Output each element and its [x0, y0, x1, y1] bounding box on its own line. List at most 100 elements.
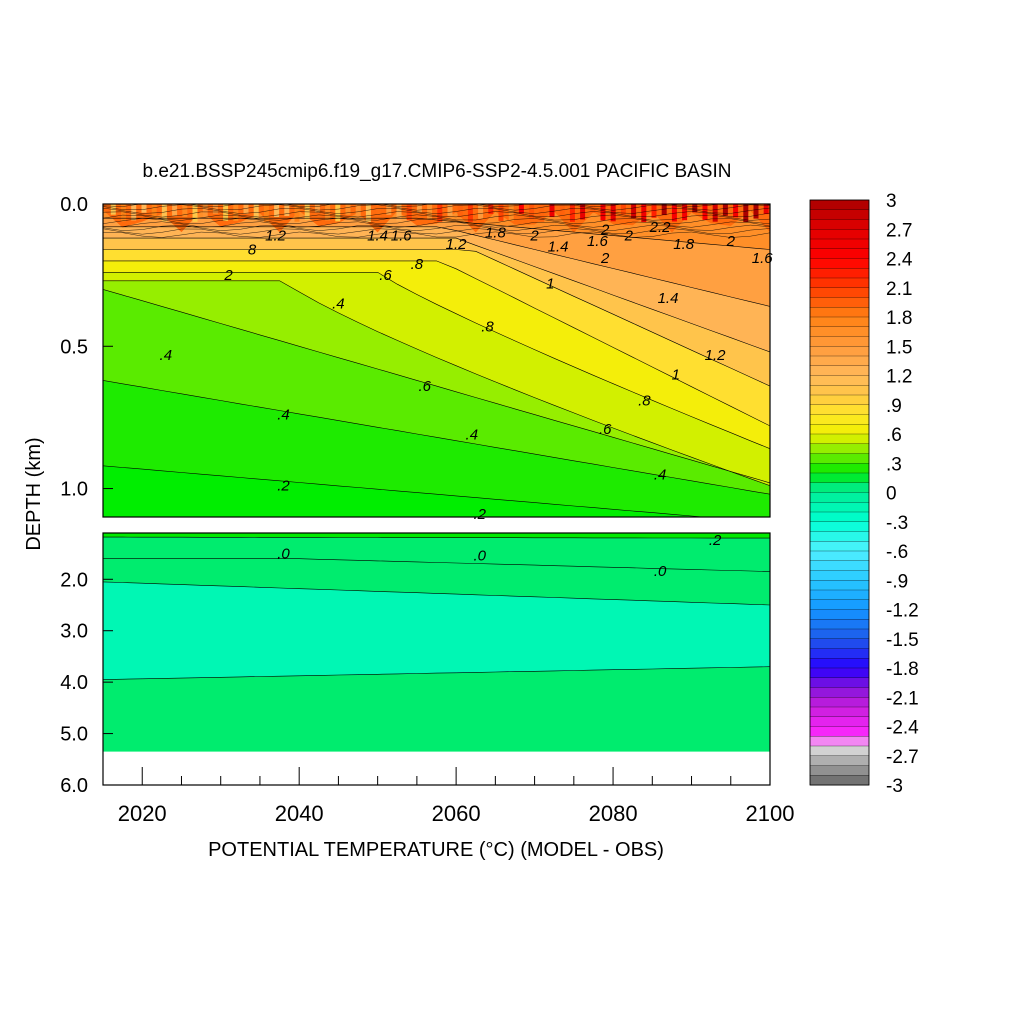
surface-cell	[314, 204, 320, 213]
colorbar-swatch	[809, 346, 870, 357]
lower-panel	[103, 533, 770, 785]
lower-temperature-bands	[103, 533, 770, 752]
contour-line	[103, 666, 770, 680]
colorbar-swatch	[809, 365, 870, 376]
y-tick-label: 4.0	[60, 672, 88, 694]
colorbar-swatch	[809, 667, 870, 679]
surface-cell	[427, 204, 433, 220]
lower-contour-lines	[103, 536, 770, 680]
colorbar-label: 0	[886, 484, 897, 505]
surface-cell	[233, 204, 239, 221]
surface-cell	[651, 204, 657, 218]
contour-line	[103, 272, 770, 449]
contour-label: .8	[411, 256, 424, 273]
contour-label: 1.4	[367, 227, 388, 244]
colorbar-labels: 3 2.7 2.4 2.1 1.8 1.5 1.2 .9 .6 .3 0 -.3 -.6 -.9 -1.2 -…	[886, 191, 919, 797]
contour-label: 1.6	[391, 227, 413, 244]
contour-label: .6	[379, 267, 392, 284]
colorbar-swatch	[809, 658, 870, 669]
upper-contour-labels: .4.4.2.4.6.8.6.4.2.81.6.81.41.21.41.621.…	[160, 219, 774, 523]
x-tick-label: 2020	[118, 801, 167, 826]
lower-panel-frame	[102, 532, 771, 786]
colorbar-swatch	[809, 550, 870, 562]
contour-line	[103, 465, 707, 517]
colorbar-label: -.9	[886, 571, 908, 592]
lower-y-axis: 2.0 3.0 4.0 5.0 6.0	[60, 569, 113, 797]
surface-cell	[661, 204, 667, 216]
surface-cell	[365, 204, 371, 222]
colorbar-label: 1.8	[886, 308, 912, 329]
contour-line	[103, 204, 770, 211]
surface-cell	[161, 204, 167, 222]
contour-label: 1	[672, 367, 680, 384]
contour-label: 8	[248, 242, 257, 259]
colorbar-swatch	[809, 726, 870, 737]
colorbar-swatch	[809, 619, 870, 630]
colorbar-swatch	[809, 287, 870, 298]
colorbar-label: 2.7	[886, 220, 912, 241]
colorbar-label: -2.7	[886, 747, 919, 768]
y-tick-label: 2.0	[60, 569, 88, 591]
contour-line	[103, 249, 770, 387]
colorbar-swatch	[809, 336, 870, 347]
colorbar-swatch	[809, 238, 870, 250]
contour-line	[103, 558, 770, 572]
colorbar-swatch	[809, 697, 870, 708]
colorbar-swatch	[809, 268, 870, 279]
contour-line	[103, 217, 770, 225]
contour-label: 1	[546, 276, 554, 293]
x-axis: 2020 2040 2060 2080 2100	[118, 767, 795, 826]
x-axis-label: POTENTIAL TEMPERATURE (°C) (MODEL - OBS)	[208, 839, 664, 861]
colorbar-label: 1.2	[886, 367, 912, 388]
contour-line	[103, 207, 770, 214]
lower-band	[103, 533, 770, 539]
x-tick-label: 2100	[746, 801, 795, 826]
colorbar-swatch	[809, 472, 870, 484]
colorbar-label: .9	[886, 396, 902, 417]
contour-line	[103, 581, 770, 606]
colorbar-swatch	[809, 511, 870, 523]
surface-cell	[121, 204, 126, 222]
contour-label: .8	[481, 318, 494, 335]
contour-label: 1.4	[658, 290, 679, 307]
contour-label: 2	[600, 250, 610, 267]
colorbar-label: -1.2	[886, 601, 919, 622]
y-tick-label: 1.0	[60, 479, 88, 501]
colorbar-label: -3	[886, 776, 903, 797]
colorbar-swatch	[809, 209, 870, 220]
lower-contour-labels: .0 .0 .0 .2	[277, 532, 722, 580]
contour-label: .4	[277, 407, 290, 424]
colorbar-swatch	[809, 570, 870, 581]
x-tick-label: 2040	[275, 801, 324, 826]
colorbar	[809, 199, 870, 786]
contour-label: .2	[277, 478, 290, 495]
colorbar-swatch	[809, 316, 870, 328]
colorbar-swatch	[809, 453, 870, 464]
colorbar-swatch	[809, 755, 870, 766]
colorbar-swatch	[809, 229, 870, 240]
colorbar-swatch	[809, 589, 870, 601]
surface-cell	[498, 204, 504, 221]
colorbar-swatch	[809, 307, 870, 318]
x-tick-label: 2060	[432, 801, 481, 826]
contour-label: .8	[638, 392, 651, 409]
upper-panel	[103, 204, 770, 517]
colorbar-swatch	[809, 716, 870, 727]
colorbar-swatch	[809, 531, 870, 542]
colorbar-swatch	[809, 580, 870, 591]
contour-label: .0	[277, 546, 290, 563]
colorbar-swatch	[809, 355, 870, 367]
contour-label: .6	[418, 378, 431, 395]
colorbar-label: 2.1	[886, 279, 912, 300]
colorbar-swatch	[809, 502, 870, 513]
colorbar-swatch	[809, 775, 870, 786]
surface-cell	[284, 204, 290, 216]
contour-line	[103, 228, 770, 235]
surface-cell	[141, 204, 147, 213]
upper-y-axis: 0.0 0.5 1.0	[60, 194, 113, 501]
lower-band	[103, 581, 770, 680]
colorbar-swatch	[809, 609, 870, 620]
colorbar-swatch	[809, 199, 870, 211]
surface-cell	[202, 204, 208, 219]
surface-cell	[151, 204, 157, 220]
